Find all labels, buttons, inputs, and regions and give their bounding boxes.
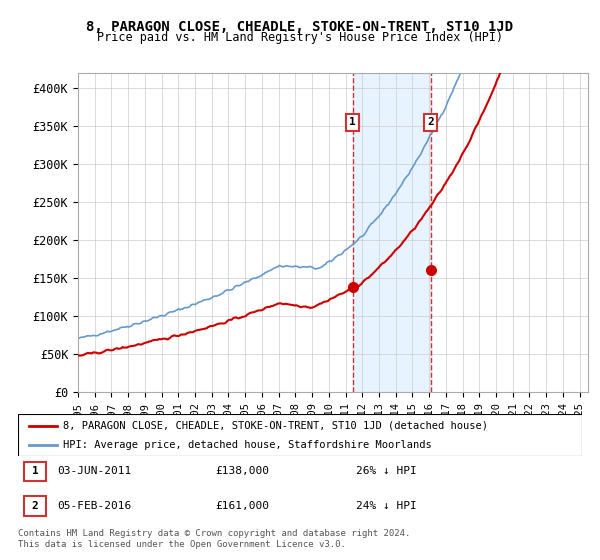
FancyBboxPatch shape	[18, 414, 582, 456]
Text: Price paid vs. HM Land Registry's House Price Index (HPI): Price paid vs. HM Land Registry's House …	[97, 31, 503, 44]
Text: 2: 2	[32, 501, 38, 511]
Text: 26% ↓ HPI: 26% ↓ HPI	[356, 466, 417, 476]
Bar	[353, 73, 431, 392]
FancyBboxPatch shape	[23, 496, 46, 516]
Text: 8, PARAGON CLOSE, CHEADLE, STOKE-ON-TRENT, ST10 1JD (detached house): 8, PARAGON CLOSE, CHEADLE, STOKE-ON-TREN…	[63, 421, 488, 431]
Text: £138,000: £138,000	[215, 466, 269, 476]
FancyBboxPatch shape	[23, 461, 46, 481]
Text: 03-JUN-2011: 03-JUN-2011	[58, 466, 132, 476]
Text: HPI: Average price, detached house, Staffordshire Moorlands: HPI: Average price, detached house, Staf…	[63, 440, 432, 450]
Text: 1: 1	[349, 117, 356, 127]
Text: 2: 2	[427, 117, 434, 127]
Text: £161,000: £161,000	[215, 501, 269, 511]
Text: Contains HM Land Registry data © Crown copyright and database right 2024.
This d: Contains HM Land Registry data © Crown c…	[18, 529, 410, 549]
Text: 24% ↓ HPI: 24% ↓ HPI	[356, 501, 417, 511]
Text: 05-FEB-2016: 05-FEB-2016	[58, 501, 132, 511]
Text: 1: 1	[32, 466, 38, 476]
Text: 8, PARAGON CLOSE, CHEADLE, STOKE-ON-TRENT, ST10 1JD: 8, PARAGON CLOSE, CHEADLE, STOKE-ON-TREN…	[86, 20, 514, 34]
